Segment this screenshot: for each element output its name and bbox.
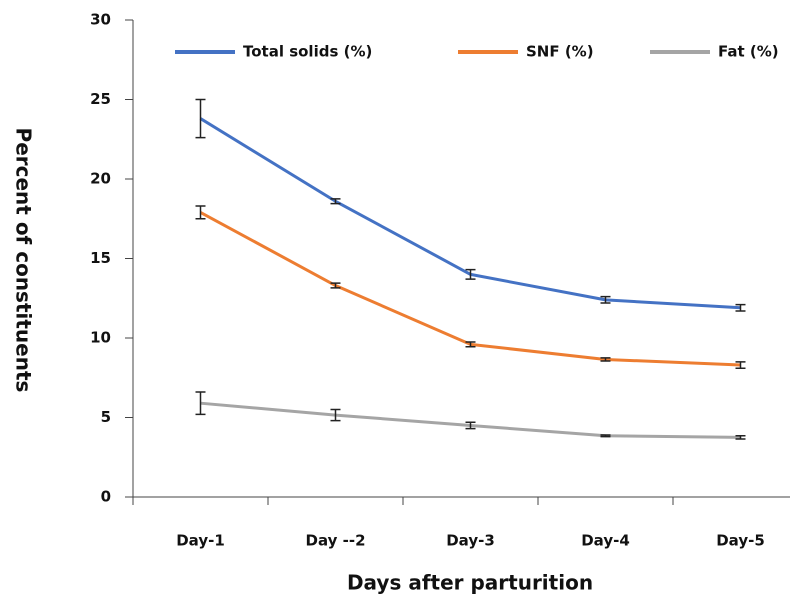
y-tick-label: 30 (90, 11, 111, 29)
x-tick-label: Day-4 (581, 532, 630, 550)
error-bar (600, 357, 611, 362)
legend-label: Fat (%) (718, 43, 779, 61)
error-bar (600, 295, 611, 304)
error-bar (195, 98, 206, 139)
y-tick-label: 0 (101, 488, 111, 506)
x-tick-label: Day-1 (176, 532, 225, 550)
error-bar (465, 421, 476, 430)
error-bar (330, 198, 341, 205)
error-bar (465, 341, 476, 348)
error-bar (465, 268, 476, 280)
error-bar (600, 434, 611, 438)
y-tick-label: 5 (101, 408, 111, 426)
error-bar (735, 361, 746, 369)
x-tick-label: Day-5 (716, 532, 765, 550)
legend-label: SNF (%) (526, 43, 594, 61)
series-line (200, 401, 741, 439)
error-bar (735, 303, 746, 312)
x-tick-label: Day-3 (446, 532, 495, 550)
y-axis-title: Percent of constituents (12, 128, 36, 393)
y-tick-label: 20 (90, 170, 111, 188)
y-tick-label: 10 (90, 329, 111, 347)
x-tick-label: Day --2 (306, 532, 366, 550)
error-bar (735, 435, 746, 440)
y-tick-label: 25 (90, 90, 111, 108)
error-bar (330, 282, 341, 289)
x-axis-title: Days after parturition (347, 571, 593, 595)
error-bar (330, 408, 341, 422)
legend-label: Total solids (%) (243, 43, 372, 61)
y-tick-label: 15 (90, 249, 111, 267)
error-bar (195, 391, 206, 416)
error-bar (195, 205, 206, 220)
